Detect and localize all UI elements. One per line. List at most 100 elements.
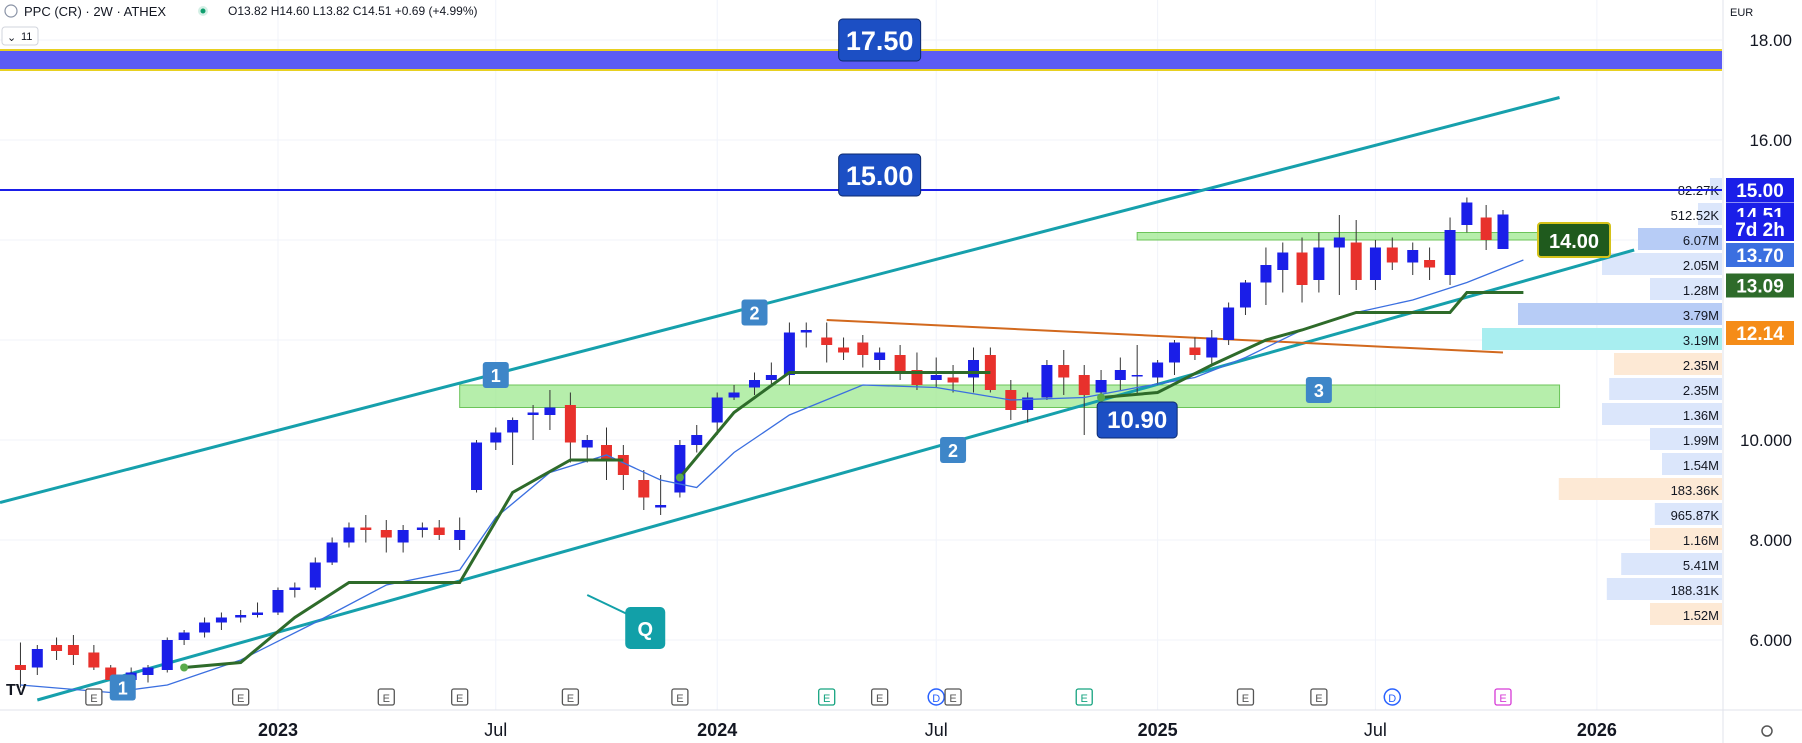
time-label-0: 2023	[258, 720, 298, 740]
event-label-10: E	[1081, 693, 1088, 705]
event-label-0: E	[90, 693, 97, 705]
price-tag-text-2: 7d 2h	[1735, 220, 1785, 241]
level-mark-text-5: 10.90	[1107, 407, 1167, 434]
candle-body-36	[674, 445, 686, 493]
price-tag-text-4: 13.09	[1736, 277, 1784, 298]
symbol-title[interactable]: PPC (CR) · 2W · ATHEX	[24, 4, 166, 19]
trail-line-2	[1100, 291, 1524, 399]
candle-body-5	[105, 667, 117, 680]
price-tag-box-0	[1726, 178, 1794, 202]
volume-profile-bar-17	[1650, 603, 1722, 625]
level-tag-box-0	[838, 18, 922, 62]
candle-body-15	[289, 587, 301, 590]
ohlc-readout: O13.82 H14.60 L13.82 C14.51 +0.69 (+4.99…	[228, 4, 478, 18]
price-tag-text-3: 13.70	[1736, 246, 1784, 267]
volume-profile-label-17: 1.52M	[1683, 608, 1719, 623]
wave-label-box-3	[940, 437, 967, 463]
candle-body-30	[564, 405, 576, 443]
volume-profile-bar-13	[1654, 503, 1722, 525]
candle-body-44	[821, 337, 833, 345]
time-label-3: Jul	[925, 720, 948, 740]
level-tag-text-0: 17.50	[846, 26, 914, 56]
level-tag-box-1	[838, 153, 922, 197]
volume-profile-bar-7	[1614, 353, 1722, 375]
event-label-7: E	[876, 693, 883, 705]
volume-profile-label-14: 1.16M	[1683, 533, 1719, 548]
candle-body-31	[581, 440, 593, 448]
volume-profile-bar-10	[1650, 428, 1722, 450]
candle-body-4	[88, 652, 100, 668]
candle-body-46	[857, 342, 869, 355]
volume-profile-bar-11	[1662, 453, 1722, 475]
event-earnings-icon-11	[1236, 688, 1255, 706]
event-label-8: D	[932, 693, 940, 705]
volume-profile-bar-4	[1650, 278, 1722, 300]
level-tag-text-1: 15.00	[846, 161, 914, 191]
candle-body-50	[930, 375, 942, 380]
volume-profile-label-8: 2.35M	[1683, 383, 1719, 398]
volume-profile-bar-3	[1602, 253, 1722, 275]
candles	[14, 197, 1509, 688]
price-tick-6: 18.00	[1749, 31, 1792, 50]
wave-label-text-2: 2	[749, 304, 759, 324]
volume-profile-bar-8	[1609, 378, 1722, 400]
candle-body-64	[1189, 347, 1201, 355]
candle-body-74	[1369, 247, 1381, 280]
price-tick-5: 16.00	[1749, 131, 1792, 150]
price-tick-0: 6.000	[1749, 631, 1792, 650]
volume-profile-label-1: 512.52K	[1671, 208, 1720, 223]
candle-body-0	[14, 665, 26, 670]
candle-body-7	[142, 667, 154, 675]
chart-settings-icon[interactable]	[1761, 725, 1773, 737]
candle-body-8	[161, 640, 173, 670]
tradingview-logo-icon: TV	[6, 682, 27, 699]
chart-header: PPC (CR) · 2W · ATHEX O13.82 H14.60 L13.…	[1, 4, 1773, 737]
trail-start-dot-1	[675, 473, 684, 482]
candle-body-22	[416, 527, 428, 530]
channel-line-lower	[36, 248, 1635, 702]
candle-body-20	[380, 530, 392, 538]
candle-body-33	[617, 455, 629, 475]
time-axis[interactable]: 2023 Jul 2024 Jul 2025 Jul 2026	[0, 709, 1802, 740]
trail-line-0	[183, 458, 624, 669]
event-earnings-icon-2	[377, 688, 395, 706]
candle-body-16	[309, 562, 321, 588]
candle-body-3	[67, 645, 79, 655]
candle-body-24	[454, 530, 466, 540]
candle-body-2	[51, 645, 63, 651]
volume-profile-bar-9	[1602, 403, 1722, 425]
candle-body-78	[1444, 230, 1456, 275]
currency-label[interactable]: EUR	[1730, 7, 1753, 19]
candle-body-60	[1114, 370, 1126, 380]
candle-body-66	[1223, 307, 1235, 340]
candle-body-9	[178, 632, 190, 640]
trail-start-dot-2	[1097, 393, 1106, 402]
candle-body-72	[1333, 237, 1345, 248]
candle-body-10	[199, 622, 211, 633]
volume-profile-label-9: 1.36M	[1683, 408, 1719, 423]
support-zone-1	[1136, 232, 1561, 241]
event-dividend-icon-13	[1383, 688, 1402, 706]
event-label-13: D	[1388, 693, 1396, 705]
trail-line-1	[678, 371, 991, 479]
event-label-6: E	[823, 693, 830, 705]
volume-profile-bar-12	[1558, 478, 1722, 500]
candle-body-27	[507, 420, 519, 433]
callout-q-box	[625, 607, 666, 649]
event-label-12: E	[1315, 693, 1322, 705]
candle-body-69	[1277, 252, 1289, 270]
candle-body-81	[1497, 214, 1509, 249]
interval-badge[interactable]	[1, 26, 39, 46]
volume-profile-label-2: 6.07M	[1683, 233, 1719, 248]
candle-body-76	[1407, 250, 1419, 263]
candle-body-40	[749, 380, 761, 388]
candle-body-56	[1041, 365, 1053, 398]
candle-body-80	[1480, 217, 1492, 240]
candle-body-41	[765, 375, 777, 380]
annotations: 1 1 2 2 3 10.90 Q 17.50 15.00 14.00	[109, 18, 1611, 701]
candle-body-65	[1206, 337, 1218, 358]
candle-body-25	[471, 442, 483, 490]
